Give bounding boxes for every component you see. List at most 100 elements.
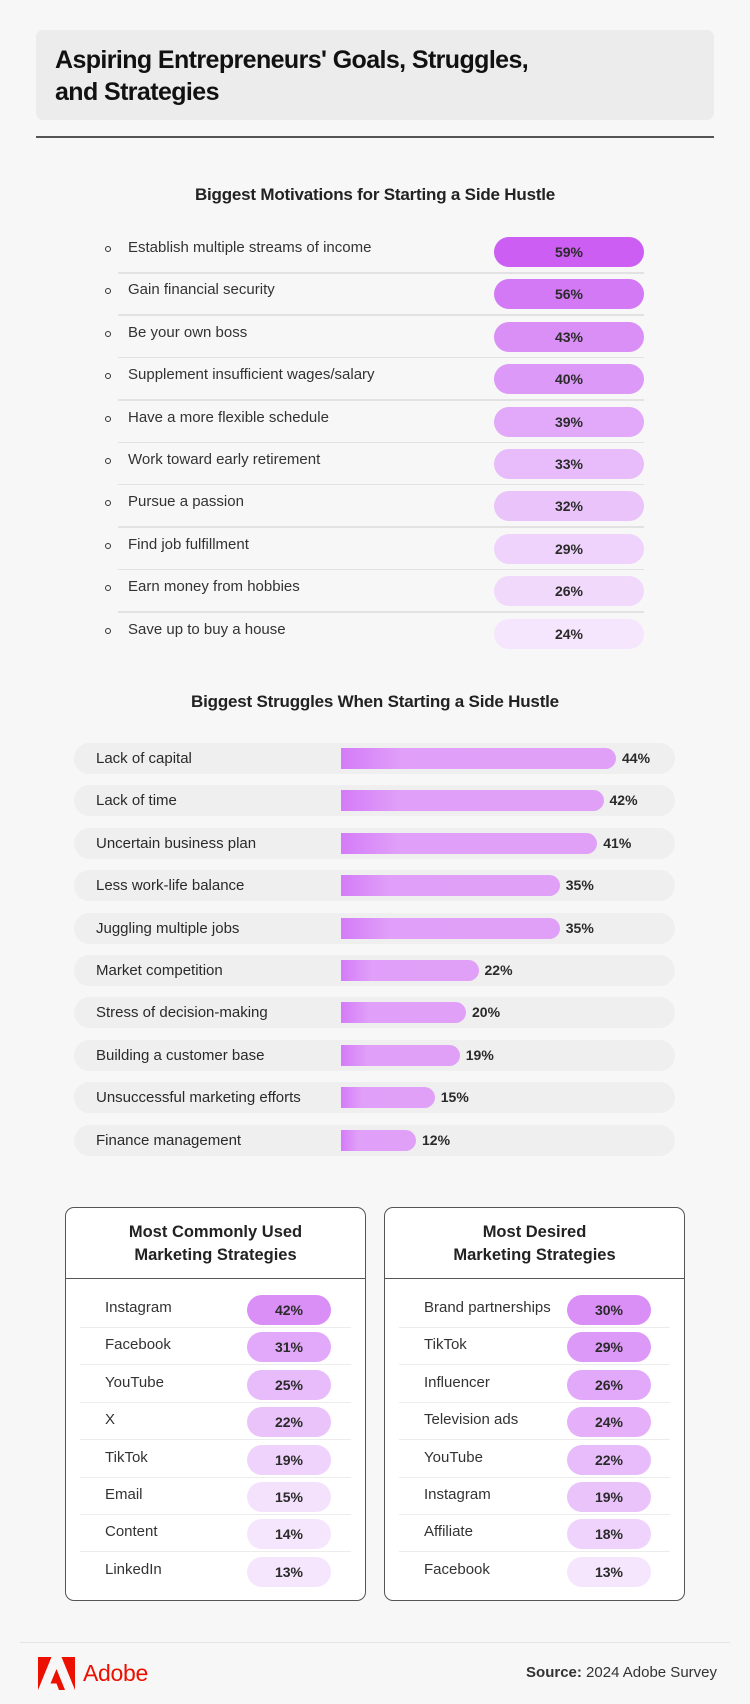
strategy-value-pill: 30% — [567, 1295, 651, 1325]
struggle-row: Building a customer base 19% — [74, 1039, 675, 1082]
strategy-label: TikTok — [424, 1336, 467, 1354]
strategy-row: LinkedIn 13% — [80, 1554, 351, 1591]
strategy-row: Email 15% — [80, 1479, 351, 1516]
used-strategies-list: Instagram 42% Facebook 31% YouTube 25% X 22% Tik… — [80, 1292, 351, 1591]
struggles-title: Biggest Struggles When Starting a Side H… — [191, 692, 559, 711]
strategy-row: Influencer 26% — [399, 1367, 670, 1404]
row-divider — [118, 272, 644, 274]
strategy-row: TikTok 29% — [399, 1329, 670, 1366]
strategy-label: Influencer — [424, 1373, 490, 1391]
struggle-label: Uncertain business plan — [96, 834, 257, 852]
struggle-value-label: 42% — [609, 792, 638, 809]
struggle-bar — [341, 832, 598, 854]
desired-title-line1: Most Desired — [482, 1223, 587, 1241]
strategy-row: X 22% — [80, 1404, 351, 1441]
struggle-label: Building a customer base — [96, 1046, 265, 1064]
motivation-value-pill: 39% — [494, 406, 644, 437]
motivation-value-pill: 59% — [494, 237, 644, 267]
struggle-row: Stress of decision-making 20% — [74, 997, 675, 1039]
source-label: Source: — [526, 1664, 582, 1681]
motivation-row: Establish multiple streams of income 59% — [105, 232, 644, 274]
row-divider — [80, 1401, 351, 1403]
motivation-label: Establish multiple streams of income — [128, 239, 372, 256]
bullet-icon — [105, 373, 111, 380]
row-divider — [118, 611, 644, 613]
motivation-row: Earn money from hobbies 26% — [105, 571, 644, 613]
motivation-label: Earn money from hobbies — [128, 578, 300, 596]
motivation-value-pill: 56% — [494, 279, 644, 310]
row-divider — [80, 1513, 351, 1515]
bullet-icon — [105, 246, 111, 252]
motivation-row: Have a more flexible schedule 39% — [105, 402, 644, 444]
motivation-row: Gain financial security 56% — [105, 274, 644, 316]
struggle-bar — [341, 875, 560, 897]
struggle-bar — [341, 1129, 416, 1151]
footer-divider — [20, 1642, 730, 1643]
row-divider — [118, 568, 644, 571]
struggle-row: Juggling multiple jobs 35% — [74, 912, 675, 955]
motivation-label: Gain financial security — [128, 281, 275, 299]
strategy-label: Instagram — [424, 1485, 491, 1503]
struggle-label: Unsuccessful marketing efforts — [96, 1089, 301, 1107]
struggle-row: Unsuccessful marketing efforts 15% — [74, 1082, 675, 1124]
desired-strategies-list: Brand partnerships 30% TikTok 29% Influencer… — [399, 1292, 670, 1591]
motivation-label: Supplement insufficient wages/salary — [128, 366, 375, 384]
bullet-icon — [105, 288, 111, 295]
strategy-value-pill: 18% — [567, 1519, 651, 1550]
strategy-label: Facebook — [105, 1336, 171, 1354]
row-divider — [80, 1551, 351, 1553]
strategy-row: Instagram 19% — [399, 1479, 670, 1516]
strategy-label: Affiliate — [424, 1523, 473, 1541]
adobe-logo: Adobe — [38, 1657, 148, 1690]
strategy-value-pill: 19% — [567, 1481, 651, 1512]
strategy-row: Instagram 42% — [80, 1292, 351, 1329]
motivation-row: Work toward early retirement 33% — [105, 444, 644, 486]
strategy-value-pill: 13% — [567, 1556, 651, 1587]
motivation-row: Find job fulfillment 29% — [105, 529, 644, 571]
adobe-wordmark: Adobe — [83, 1660, 149, 1686]
title-box: Aspiring Entrepreneurs' Goals, Struggles… — [36, 30, 714, 120]
struggle-bar — [341, 1044, 460, 1066]
strategy-value-pill: 15% — [247, 1481, 331, 1512]
row-divider — [399, 1327, 670, 1328]
strategy-label: Brand partnerships — [424, 1299, 551, 1316]
motivation-label: Be your own boss — [128, 323, 248, 341]
struggle-row: Uncertain business plan 41% — [74, 827, 675, 870]
motivation-value-pill: 24% — [494, 618, 644, 649]
struggles-chart: Lack of capital 44% Lack of time 42% Uncerta… — [74, 743, 675, 1167]
strategy-value-pill: 19% — [247, 1444, 331, 1475]
row-divider — [399, 1364, 670, 1366]
strategy-row: Television ads 24% — [399, 1404, 670, 1441]
strategy-value-pill: 42% — [247, 1295, 331, 1325]
strategy-label: YouTube — [105, 1373, 164, 1391]
strategy-row: Facebook 13% — [399, 1554, 670, 1591]
motivation-value-pill: 43% — [494, 321, 644, 352]
struggle-value-label: 12% — [422, 1131, 451, 1148]
motivation-row: Save up to buy a house 24% — [105, 614, 644, 656]
strategy-row: Facebook 31% — [80, 1329, 351, 1366]
row-divider — [399, 1439, 670, 1441]
struggle-value-label: 15% — [440, 1089, 469, 1106]
desired-strategies-card: Most Desired Marketing Strategies Brand … — [384, 1207, 685, 1601]
page-title: Aspiring Entrepreneurs' Goals, Struggles… — [55, 46, 529, 106]
desired-strategies-header: Most Desired Marketing Strategies — [385, 1208, 684, 1279]
struggle-row: Market competition 22% — [74, 954, 675, 997]
struggle-label: Stress of decision-making — [96, 1004, 268, 1022]
used-title-line2: Marketing Strategies — [134, 1246, 297, 1264]
bullet-icon — [105, 542, 111, 549]
strategy-label: LinkedIn — [105, 1560, 162, 1578]
row-divider — [80, 1327, 351, 1328]
motivation-label: Pursue a passion — [128, 493, 244, 511]
bullet-icon — [105, 585, 111, 592]
motivations-list: Establish multiple streams of income 59% G… — [105, 232, 644, 656]
bullet-icon — [105, 457, 111, 464]
struggle-label: Lack of time — [96, 792, 177, 810]
struggle-bar — [341, 1087, 435, 1109]
source-note: Source: 2024 Adobe Survey — [526, 1664, 717, 1681]
motivation-value-pill: 40% — [494, 364, 644, 395]
row-divider — [399, 1551, 670, 1553]
struggle-row: Lack of capital 44% — [74, 743, 675, 785]
struggle-label: Market competition — [96, 961, 223, 979]
motivation-value-pill: 33% — [494, 448, 644, 479]
used-title-line1: Most Commonly Used — [128, 1223, 303, 1241]
